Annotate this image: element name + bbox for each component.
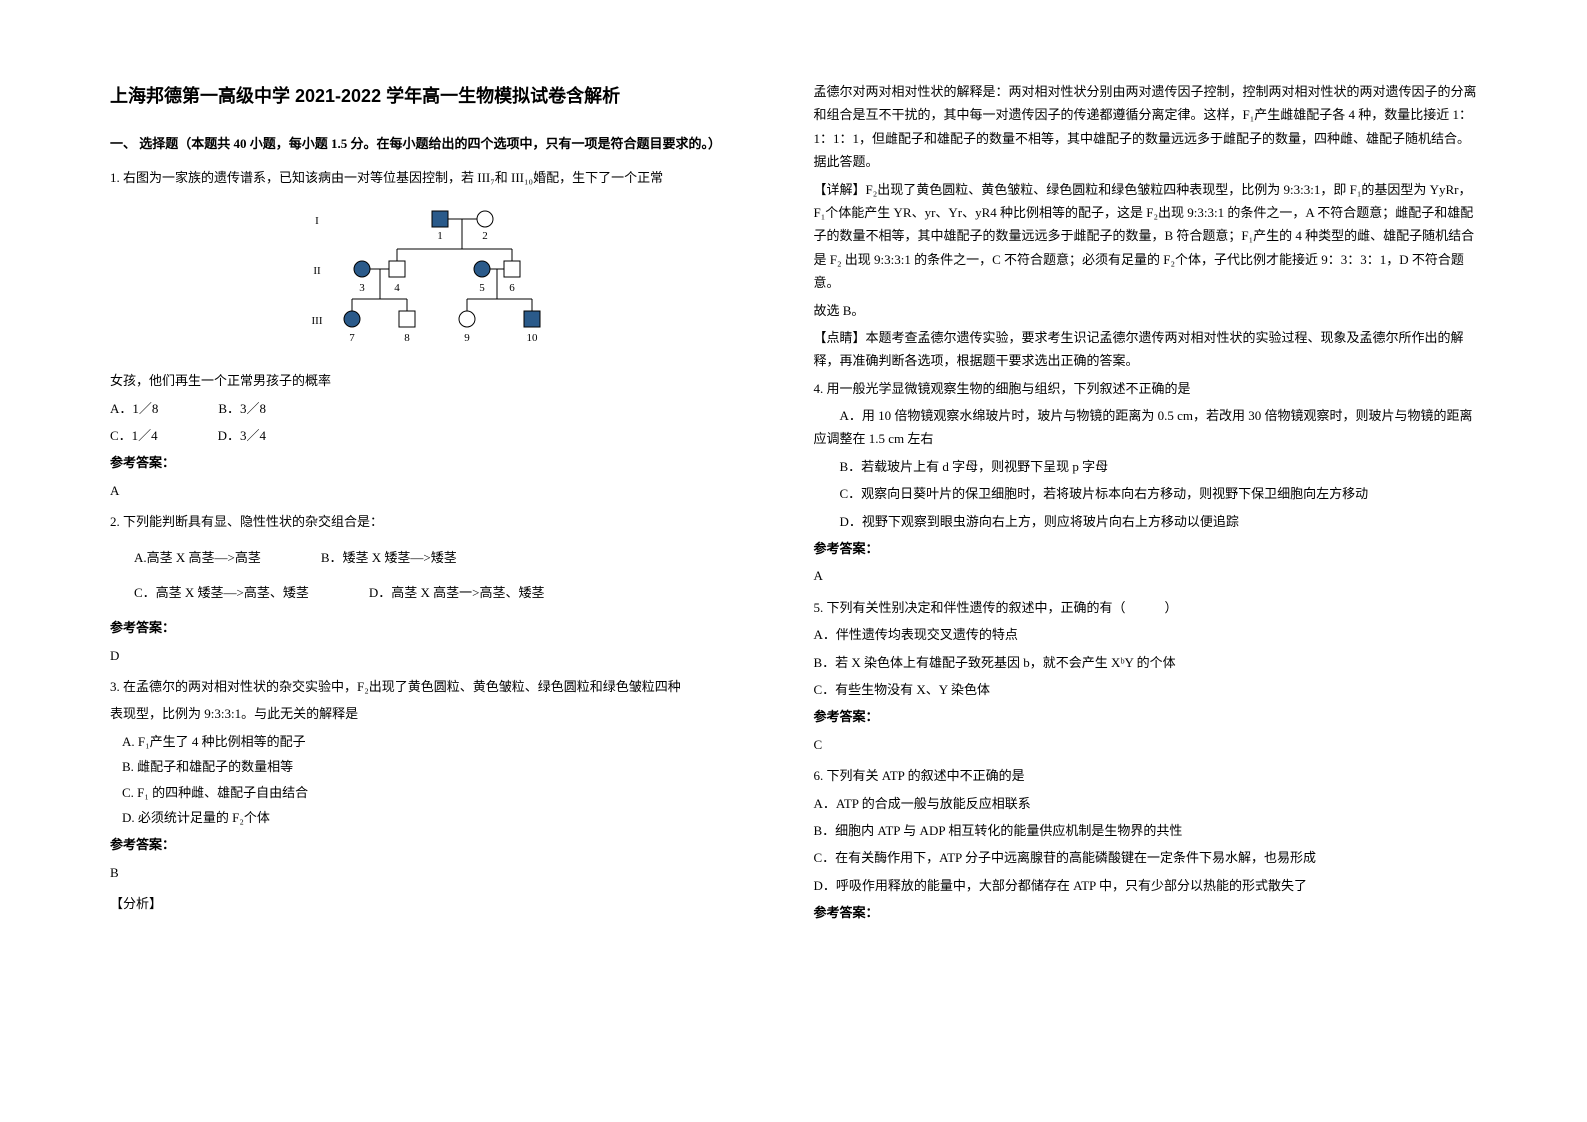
point-text: 本题考查孟德尔遗传实验，要求考生识记孟德尔遗传两对相对性状的实验过程、现象及孟德… bbox=[814, 330, 1464, 368]
node-5 bbox=[474, 261, 490, 277]
option-d: D．视野下观察到眼虫游向右上方，则应将玻片向右上方移动以便追踪 bbox=[814, 510, 1478, 533]
option-c: C．高茎 X 矮茎—>高茎、矮茎 bbox=[134, 581, 309, 604]
option-d: D. 必须统计足量的 F₂个体 bbox=[110, 806, 774, 829]
q-num: 3. bbox=[110, 679, 120, 694]
q-text: 下列有关 ATP 的叙述中不正确的是 bbox=[827, 768, 1025, 783]
label-8: 8 bbox=[404, 332, 410, 344]
q-text: 下列有关性别决定和伴性遗传的叙述中，正确的有（ ） bbox=[827, 600, 1178, 615]
option-c: C．在有关酶作用下，ATP 分子中远离腺苷的高能磷酸键在一定条件下易水解，也易形… bbox=[814, 846, 1478, 869]
node-7 bbox=[344, 311, 360, 327]
label-7: 7 bbox=[349, 332, 355, 344]
question-2: 2. 下列能判断具有显、隐性性状的杂交组合是： A.高茎 X 高茎—>高茎 B．… bbox=[110, 510, 774, 667]
option-b: B．3／8 bbox=[218, 397, 266, 420]
option-c: C．观察向日葵叶片的保卫细胞时，若将玻片标本向右方移动，则视野下保卫细胞向左方移… bbox=[814, 482, 1478, 505]
node-3 bbox=[354, 261, 370, 277]
answer: A bbox=[814, 564, 1478, 587]
point-label: 【点睛】 bbox=[814, 330, 866, 345]
q-text: 下列能判断具有显、隐性性状的杂交组合是： bbox=[123, 514, 383, 529]
label-6: 6 bbox=[509, 282, 515, 294]
right-column: 孟德尔对两对相对性状的解释是：两对相对性状分别由两对遗传因子控制，控制两对相对性… bbox=[794, 80, 1498, 1042]
detail-text: F₂出现了黄色圆粒、黄色皱粒、绿色圆粒和绿色皱粒四种表现型，比例为 9:3:3:… bbox=[814, 182, 1475, 291]
node-4 bbox=[389, 261, 405, 277]
question-3: 3. 在孟德尔的两对相对性状的杂交实验中，F₂出现了黄色圆粒、黄色皱粒、绿色圆粒… bbox=[110, 675, 774, 916]
q-num: 1. bbox=[110, 170, 120, 185]
node-6 bbox=[504, 261, 520, 277]
section-header: 一、 选择题（本题共 40 小题，每小题 1.5 分。在每小题给出的四个选项中，… bbox=[110, 132, 774, 155]
option-b: B．若载玻片上有 d 字母，则视野下呈现 p 字母 bbox=[814, 455, 1478, 478]
answer-label: 参考答案： bbox=[814, 537, 1478, 560]
option-a: A．1／8 bbox=[110, 397, 158, 420]
option-c: C. F₁ 的四种雌、雄配子自由结合 bbox=[110, 781, 774, 804]
answer-label: 参考答案： bbox=[814, 705, 1478, 728]
label-9: 9 bbox=[464, 332, 470, 344]
label-10: 10 bbox=[526, 332, 538, 344]
label-2: 2 bbox=[482, 230, 488, 242]
pedigree-diagram: I 1 2 II 3 4 5 bbox=[302, 199, 582, 359]
option-b: B．矮茎 X 矮茎—>矮茎 bbox=[321, 546, 457, 569]
answer: D bbox=[110, 644, 774, 667]
option-d: D．高茎 X 高茎一>高茎、矮茎 bbox=[369, 581, 545, 604]
conclusion: 故选 B。 bbox=[814, 299, 1478, 322]
left-column: 上海邦德第一高级中学 2021-2022 学年高一生物模拟试卷含解析 一、 选择… bbox=[90, 80, 794, 1042]
answer: C bbox=[814, 733, 1478, 756]
node-10 bbox=[524, 311, 540, 327]
answer-label: 参考答案： bbox=[814, 901, 1478, 924]
gen-label-2: II bbox=[313, 265, 321, 277]
option-c: C．有些生物没有 X、Y 染色体 bbox=[814, 678, 1478, 701]
option-a: A．用 10 倍物镜观察水绵玻片时，玻片与物镜的距离为 0.5 cm，若改用 3… bbox=[814, 404, 1478, 451]
q-num: 6. bbox=[814, 768, 824, 783]
node-female bbox=[477, 211, 493, 227]
label-3: 3 bbox=[359, 282, 365, 294]
option-d: D．呼吸作用释放的能量中，大部分都储存在 ATP 中，只有少部分以热能的形式散失… bbox=[814, 874, 1478, 897]
option-a: A.高茎 X 高茎—>高茎 bbox=[134, 546, 261, 569]
q-text: 右图为一家族的遗传谱系，已知该病由一对等位基因控制，若 III₇和 III₁₀婚… bbox=[123, 170, 663, 185]
q-text: 用一般光学显微镜观察生物的细胞与组织，下列叙述不正确的是 bbox=[827, 381, 1191, 396]
answer-label: 参考答案： bbox=[110, 451, 774, 474]
q-text-2: 表现型，比例为 9:3:3:1。与此无关的解释是 bbox=[110, 702, 774, 725]
gen-label-1: I bbox=[315, 215, 319, 227]
question-4: 4. 用一般光学显微镜观察生物的细胞与组织，下列叙述不正确的是 A．用 10 倍… bbox=[814, 377, 1478, 588]
option-c: C．1／4 bbox=[110, 424, 158, 447]
option-d: D．3／4 bbox=[218, 424, 266, 447]
answer-label: 参考答案： bbox=[110, 833, 774, 856]
document-title: 上海邦德第一高级中学 2021-2022 学年高一生物模拟试卷含解析 bbox=[110, 80, 774, 112]
question-1: 1. 右图为一家族的遗传谱系，已知该病由一对等位基因控制，若 III₇和 III… bbox=[110, 166, 774, 502]
node-9 bbox=[459, 311, 475, 327]
label-1: 1 bbox=[437, 230, 443, 242]
question-5: 5. 下列有关性别决定和伴性遗传的叙述中，正确的有（ ） A．伴性遗传均表现交叉… bbox=[814, 596, 1478, 756]
analysis-para: 孟德尔对两对相对性状的解释是：两对相对性状分别由两对遗传因子控制，控制两对相对性… bbox=[814, 80, 1478, 174]
q1-text-after: 女孩，他们再生一个正常男孩子的概率 bbox=[110, 369, 774, 392]
question-6: 6. 下列有关 ATP 的叙述中不正确的是 A．ATP 的合成一般与放能反应相联… bbox=[814, 764, 1478, 924]
label-5: 5 bbox=[479, 282, 485, 294]
q-num: 5. bbox=[814, 600, 824, 615]
option-a: A. F₁产生了 4 种比例相等的配子 bbox=[110, 730, 774, 753]
label-4: 4 bbox=[394, 282, 400, 294]
answer: A bbox=[110, 479, 774, 502]
q-num: 4. bbox=[814, 381, 824, 396]
node-8 bbox=[399, 311, 415, 327]
option-a: A．ATP 的合成一般与放能反应相联系 bbox=[814, 792, 1478, 815]
analysis-label: 【分析】 bbox=[110, 892, 774, 915]
option-b: B．细胞内 ATP 与 ADP 相互转化的能量供应机制是生物界的共性 bbox=[814, 819, 1478, 842]
q-num: 2. bbox=[110, 514, 120, 529]
answer: B bbox=[110, 861, 774, 884]
detail-label: 【详解】 bbox=[814, 182, 866, 197]
node-male-affected bbox=[432, 211, 448, 227]
answer-label: 参考答案： bbox=[110, 616, 774, 639]
q-text: 在孟德尔的两对相对性状的杂交实验中，F₂出现了黄色圆粒、黄色皱粒、绿色圆粒和绿色… bbox=[123, 679, 681, 694]
option-b: B．若 X 染色体上有雄配子致死基因 b，就不会产生 XᵇY 的个体 bbox=[814, 651, 1478, 674]
gen-label-3: III bbox=[311, 315, 322, 327]
option-b: B. 雌配子和雄配子的数量相等 bbox=[110, 755, 774, 778]
option-a: A．伴性遗传均表现交叉遗传的特点 bbox=[814, 623, 1478, 646]
